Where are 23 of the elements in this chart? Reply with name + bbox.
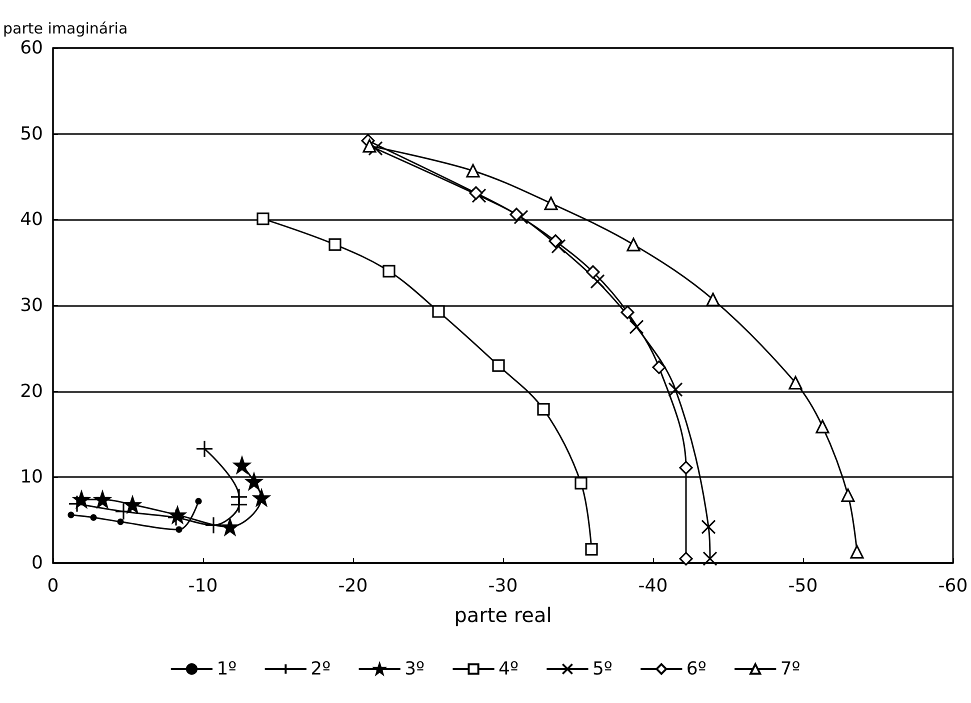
y-tick-label: 60	[20, 38, 43, 58]
y-tick-label: 0	[32, 552, 43, 574]
y-tick-label: 40	[20, 209, 43, 230]
legend-label: 5º	[592, 658, 612, 680]
x-tick-label: -20	[338, 576, 368, 596]
legend-label: 6º	[686, 658, 706, 680]
legend-label: 2º	[310, 658, 331, 680]
x-tick-label: -10	[188, 576, 218, 596]
y-tick-label: 20	[20, 380, 43, 402]
y-tick-label: 30	[20, 295, 43, 316]
y-axis-title: parte imaginária	[3, 20, 128, 38]
y-tick-label: 50	[20, 123, 43, 144]
legend-label: 1º	[216, 658, 237, 680]
x-tick-label: -50	[788, 576, 818, 596]
y-tick-label: 10	[20, 466, 43, 488]
x-tick-label: -60	[938, 576, 968, 596]
x-tick-label: -40	[638, 576, 668, 596]
legend-label: 4º	[498, 658, 518, 680]
x-tick-label: 0	[47, 576, 59, 596]
legend-label: 7º	[780, 658, 800, 680]
legend-label: 3º	[404, 658, 425, 680]
x-tick-label: -30	[488, 576, 518, 596]
x-axis-title: parte real	[454, 603, 552, 627]
